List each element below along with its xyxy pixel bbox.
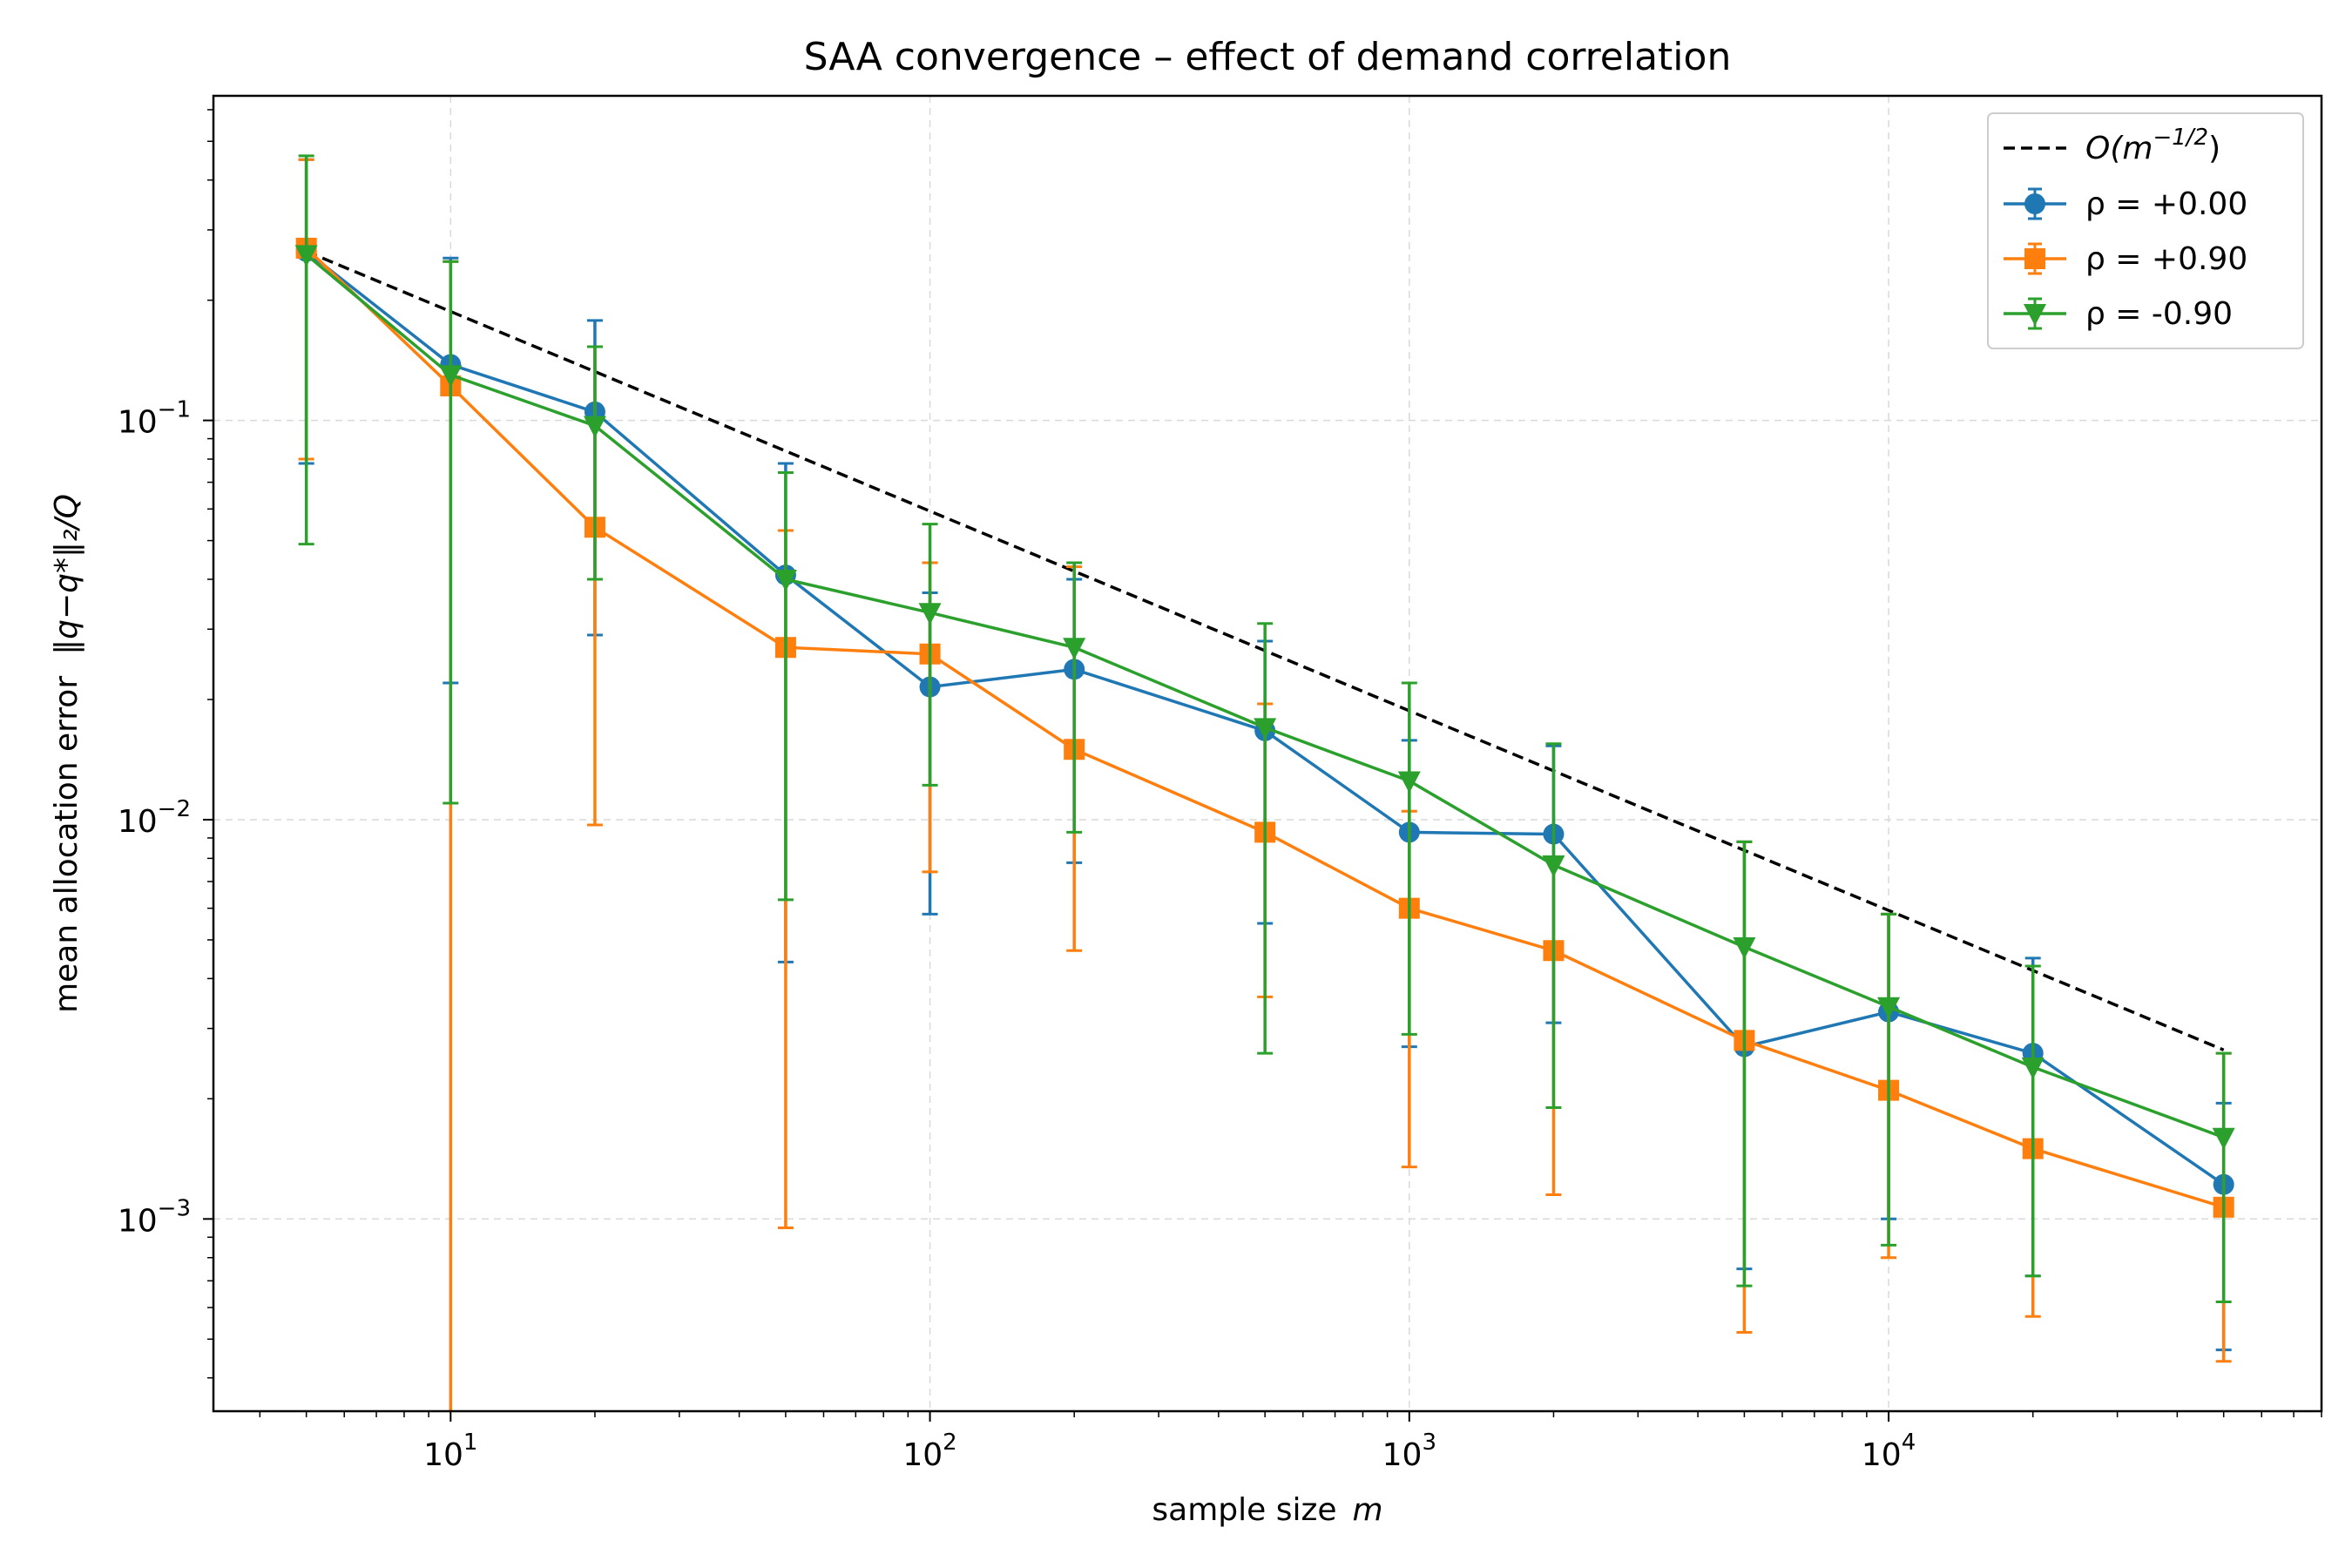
x-tick-label: 101 (423, 1429, 477, 1473)
legend-label-reference: O(m−1/2) (2085, 125, 2220, 166)
x-tick-label: 104 (1862, 1429, 1916, 1473)
x-axis-label: sample size m (1152, 1492, 1382, 1528)
y-tick-label-exponent: −3 (158, 1195, 191, 1221)
y-axis-label: mean allocation error ‖q−q*‖₂/Q (49, 494, 84, 1013)
data-point (918, 603, 942, 625)
plot-frame (212, 94, 2323, 1413)
grid (213, 96, 2322, 1411)
x-tick-label-exponent: 3 (1422, 1429, 1436, 1456)
x-tick-label-exponent: 2 (943, 1429, 957, 1456)
data-point (1733, 937, 1756, 960)
x-tick-label-base: 10 (423, 1437, 463, 1473)
data-point (583, 416, 606, 438)
y-tick-label-base: 10 (118, 804, 158, 840)
x-axis-label-text: sample size (1152, 1492, 1336, 1528)
legend-entry-1: ρ = +0.90 (2004, 241, 2247, 277)
x-tick-label-base: 10 (1382, 1437, 1423, 1473)
y-axis-label-text: mean allocation error (49, 676, 84, 1013)
data-point (2212, 1127, 2235, 1150)
series-group (294, 154, 2235, 1411)
legend: O(m−1/2) ρ = +0.00 ρ = +0.90 ρ = -0.90 (1987, 112, 2304, 349)
data-point (1254, 718, 1277, 740)
y-tick-label-base: 10 (118, 1203, 158, 1239)
legend-label-reference-exponent: −1/2 (2153, 125, 2208, 151)
y-tick-label-exponent: −1 (158, 397, 191, 423)
x-tick-label-exponent: 1 (463, 1429, 478, 1456)
x-tick-label: 103 (1382, 1429, 1436, 1473)
legend-swatch-marker (2024, 304, 2046, 326)
legend-entry-2: ρ = -0.90 (2004, 296, 2233, 332)
x-tick-label-exponent: 4 (1902, 1429, 1916, 1456)
x-tick-label-base: 10 (1862, 1437, 1902, 1473)
legend-label-reference-main: O(m (2085, 131, 2153, 166)
legend-label: ρ = -0.90 (2085, 296, 2233, 332)
data-point (1397, 771, 1421, 794)
y-tick-label-base: 10 (118, 405, 158, 441)
y-axis-label-formula: ‖q−q*‖₂/Q (49, 494, 84, 655)
legend-label: ρ = +0.90 (2085, 241, 2247, 277)
x-tick-label: 102 (902, 1429, 956, 1473)
x-tick-label-base: 10 (902, 1437, 943, 1473)
legend-entry-0: ρ = +0.00 (2004, 186, 2247, 222)
data-point (439, 365, 463, 388)
y-tick-label: 10−2 (118, 796, 191, 840)
y-tick-label: 10−1 (118, 397, 191, 441)
data-point (1877, 997, 1901, 1019)
legend-swatch-marker (2024, 193, 2045, 214)
data-point (1542, 855, 1565, 877)
data-point (1063, 638, 1086, 660)
legend-box (1987, 112, 2304, 349)
legend-swatch-marker (2024, 248, 2045, 269)
data-point (774, 569, 797, 591)
data-point (2021, 1058, 2044, 1080)
data-point (294, 245, 318, 267)
y-tick-label: 10−3 (118, 1195, 191, 1239)
series-2 (294, 154, 2235, 1303)
legend-label: ρ = +0.00 (2085, 186, 2247, 222)
legend-label-reference-end: ) (2208, 131, 2220, 166)
x-axis-label-var: m (1353, 1492, 1383, 1528)
y-tick-label-exponent: −2 (158, 796, 191, 822)
chart-title: SAA convergence – effect of demand corre… (804, 35, 1732, 79)
